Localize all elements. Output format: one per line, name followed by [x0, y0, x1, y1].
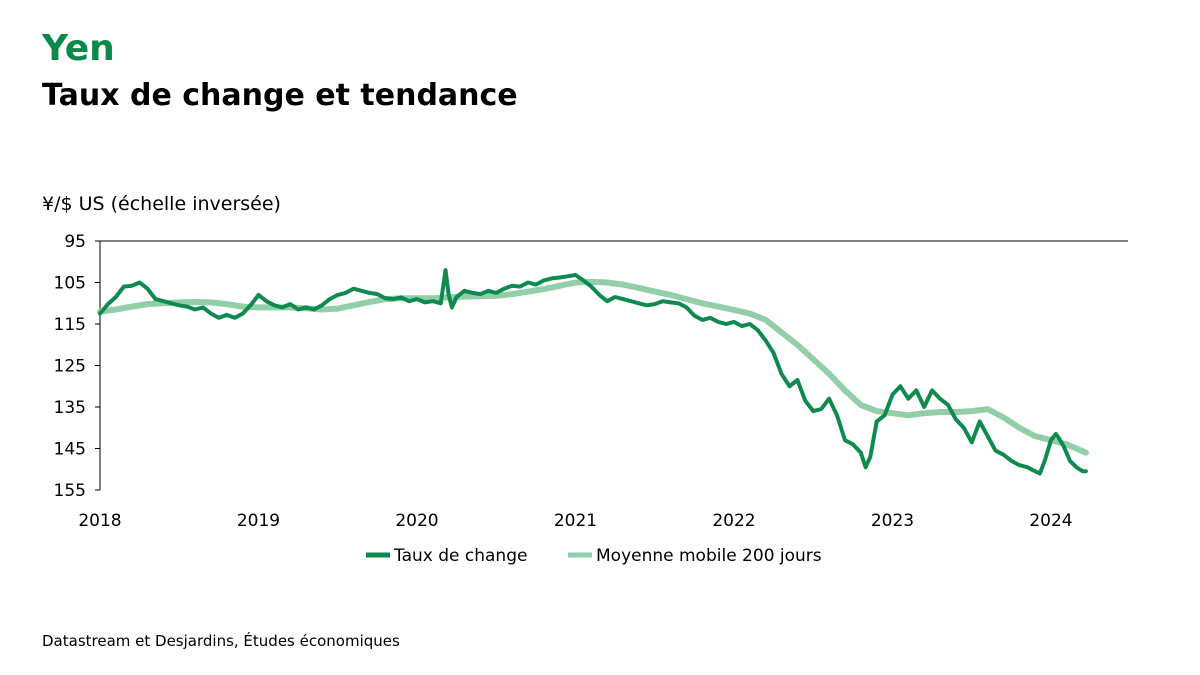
chart-legend: Taux de change Moyenne mobile 200 jours	[366, 546, 822, 566]
legend-label-taux-de-change: Taux de change	[393, 546, 527, 566]
series-line-moyenne-mobile	[97, 278, 1089, 456]
series-layer	[97, 268, 1089, 476]
y-tick-label: 105	[54, 274, 86, 294]
source-note: Datastream et Desjardins, Études économi…	[42, 632, 400, 650]
x-tick-label: 2022	[712, 511, 755, 531]
y-axis-label: ¥/$ US (échelle inversée)	[42, 193, 281, 215]
x-tick-label: 2021	[554, 511, 597, 531]
y-tick-label: 125	[54, 357, 86, 377]
x-tick-label: 2019	[237, 511, 280, 531]
x-tick-label: 2020	[395, 511, 438, 531]
chart-title: Yen	[42, 28, 115, 69]
y-tick-label: 115	[54, 315, 86, 335]
legend-label-moyenne-mobile: Moyenne mobile 200 jours	[596, 546, 822, 566]
y-tick-label: 155	[54, 481, 86, 501]
chart-subtitle: Taux de change et tendance	[42, 78, 518, 113]
x-tick-label: 2023	[871, 511, 914, 531]
y-tick-label: 135	[54, 398, 86, 418]
y-tick-label: 95	[64, 232, 86, 252]
y-tick-label: 145	[54, 440, 86, 460]
x-tick-label: 2018	[78, 511, 121, 531]
x-tick-label: 2024	[1029, 511, 1072, 531]
chart-axes: 95 105 115 125 135 145 155 2018 2019 2020 2021 2022…	[54, 232, 1128, 531]
series-line-taux-de-change	[98, 268, 1088, 476]
